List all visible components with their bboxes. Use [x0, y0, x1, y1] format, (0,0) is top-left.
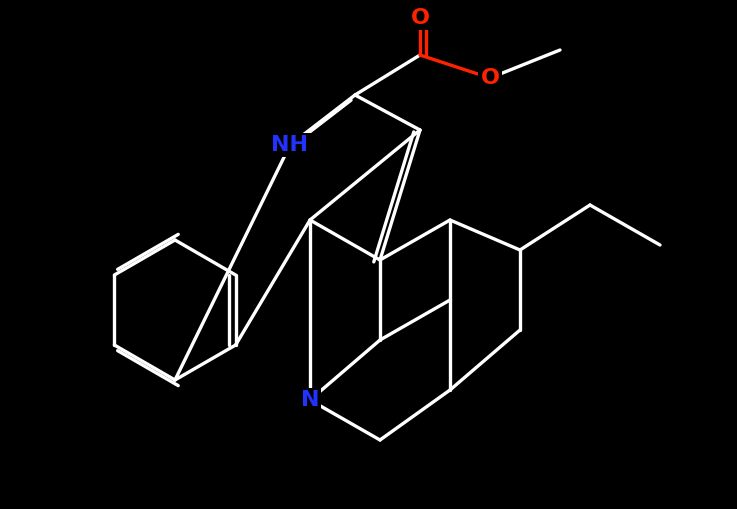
Text: O: O [411, 8, 430, 28]
Text: NH: NH [271, 135, 309, 155]
Text: N: N [301, 390, 319, 410]
Text: O: O [481, 68, 500, 88]
